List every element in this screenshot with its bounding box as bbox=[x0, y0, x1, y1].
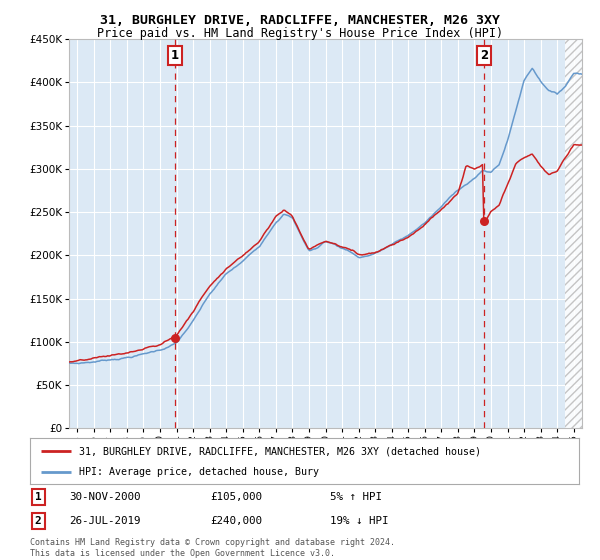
Text: £240,000: £240,000 bbox=[210, 516, 262, 526]
Text: HPI: Average price, detached house, Bury: HPI: Average price, detached house, Bury bbox=[79, 466, 319, 477]
Text: 31, BURGHLEY DRIVE, RADCLIFFE, MANCHESTER, M26 3XY (detached house): 31, BURGHLEY DRIVE, RADCLIFFE, MANCHESTE… bbox=[79, 446, 481, 456]
Text: 31, BURGHLEY DRIVE, RADCLIFFE, MANCHESTER, M26 3XY: 31, BURGHLEY DRIVE, RADCLIFFE, MANCHESTE… bbox=[100, 14, 500, 27]
Text: 1: 1 bbox=[171, 49, 179, 62]
Text: 2: 2 bbox=[479, 49, 488, 62]
Text: 19% ↓ HPI: 19% ↓ HPI bbox=[330, 516, 389, 526]
Text: Contains HM Land Registry data © Crown copyright and database right 2024.: Contains HM Land Registry data © Crown c… bbox=[30, 538, 395, 547]
Text: 30-NOV-2000: 30-NOV-2000 bbox=[69, 492, 140, 502]
Text: 26-JUL-2019: 26-JUL-2019 bbox=[69, 516, 140, 526]
Bar bbox=[565, 39, 582, 428]
Text: This data is licensed under the Open Government Licence v3.0.: This data is licensed under the Open Gov… bbox=[30, 549, 335, 558]
Text: 5% ↑ HPI: 5% ↑ HPI bbox=[330, 492, 382, 502]
Text: £105,000: £105,000 bbox=[210, 492, 262, 502]
Text: 2: 2 bbox=[35, 516, 41, 526]
Text: 1: 1 bbox=[35, 492, 41, 502]
Text: Price paid vs. HM Land Registry's House Price Index (HPI): Price paid vs. HM Land Registry's House … bbox=[97, 27, 503, 40]
